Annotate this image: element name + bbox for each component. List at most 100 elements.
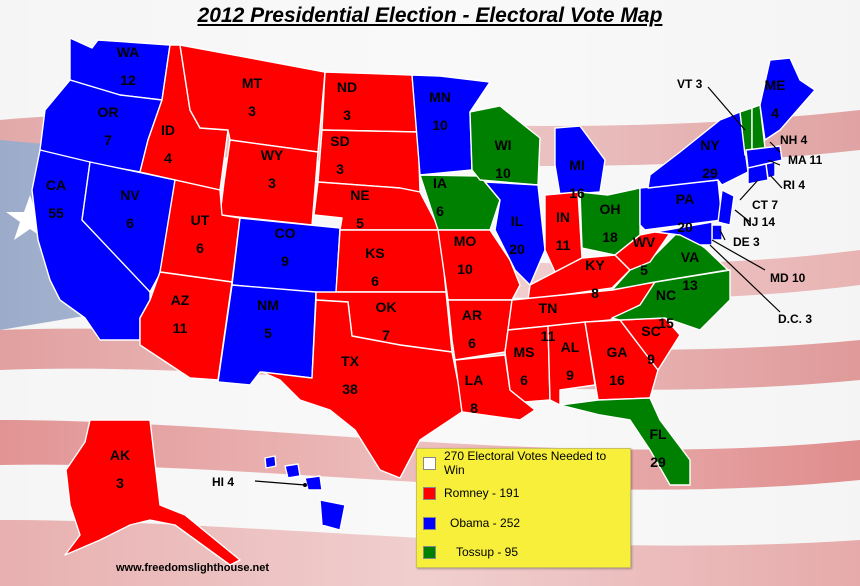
state-ne[interactable] — [313, 181, 441, 231]
label-ut-abbr: UT — [191, 212, 210, 228]
label-sd-abbr: SD — [330, 133, 349, 149]
source-url: www.freedomslighthouse.net — [116, 562, 269, 574]
label-az-abbr: AZ — [171, 292, 190, 308]
state-ak[interactable] — [64, 419, 241, 566]
label-wa-abbr: WA — [117, 44, 140, 60]
label-ok-votes: 7 — [382, 327, 390, 343]
label-id-votes: 4 — [164, 150, 172, 166]
label-ky-abbr: KY — [585, 257, 605, 273]
legend: 270 Electoral Votes Needed to Win Romney… — [416, 448, 631, 568]
label-ct: CT 7 — [752, 198, 778, 212]
state-tx[interactable] — [261, 299, 463, 479]
state-ct[interactable] — [747, 163, 769, 185]
label-ri: RI 4 — [783, 178, 805, 192]
label-nj: NJ 14 — [743, 215, 775, 229]
label-mo-votes: 10 — [457, 261, 473, 277]
label-hi: HI 4 — [212, 475, 234, 489]
label-va-abbr: VA — [681, 249, 699, 265]
legend-tossup: Tossup - 95 — [423, 544, 518, 560]
label-me-votes: 4 — [771, 105, 779, 121]
state-mi[interactable] — [554, 125, 606, 196]
label-ak-abbr: AK — [110, 447, 130, 463]
state-in[interactable] — [544, 191, 583, 273]
label-ms-abbr: MS — [514, 344, 535, 360]
label-ok-abbr: OK — [376, 299, 397, 315]
label-tx-abbr: TX — [341, 353, 360, 369]
label-mi-abbr: MI — [569, 157, 585, 173]
legend-obama-label: Obama - 252 — [450, 516, 521, 530]
label-ky-votes: 8 — [591, 285, 599, 301]
label-nc-votes: 15 — [658, 315, 674, 331]
state-ks[interactable] — [335, 229, 447, 293]
label-mt-abbr: MT — [242, 75, 263, 91]
label-pa-abbr: PA — [676, 191, 694, 207]
label-fl-votes: 29 — [650, 454, 666, 470]
state-ar[interactable] — [447, 299, 513, 361]
state-hi[interactable] — [264, 455, 346, 531]
label-pa-votes: 20 — [677, 219, 693, 235]
label-sc-votes: 9 — [647, 351, 655, 367]
label-al-abbr: AL — [561, 339, 580, 355]
label-tx-votes: 38 — [342, 381, 358, 397]
label-nm-abbr: NM — [257, 297, 279, 313]
state-il[interactable] — [484, 181, 546, 286]
label-ar-votes: 6 — [468, 335, 476, 351]
state-ga[interactable] — [584, 319, 659, 401]
state-fl[interactable] — [559, 397, 691, 486]
label-ks-votes: 6 — [371, 273, 379, 289]
state-nc[interactable] — [611, 269, 731, 331]
label-de: DE 3 — [733, 235, 760, 249]
legend-swatch-needed — [423, 456, 436, 470]
label-co-votes: 9 — [281, 253, 289, 269]
label-ia-votes: 6 — [436, 203, 444, 219]
label-tn-abbr: TN — [539, 300, 558, 316]
legend-needed: 270 Electoral Votes Needed to Win — [423, 449, 630, 477]
label-ar-abbr: AR — [462, 307, 482, 323]
legend-swatch-romney — [423, 486, 436, 500]
state-ny[interactable] — [647, 111, 749, 189]
label-wy-votes: 3 — [268, 175, 276, 191]
label-ne-abbr: NE — [350, 187, 369, 203]
label-nv-abbr: NV — [120, 187, 140, 203]
legend-swatch-obama — [423, 516, 436, 530]
label-ne-votes: 5 — [356, 215, 364, 231]
state-ri[interactable] — [765, 161, 776, 179]
label-nd-votes: 3 — [343, 107, 351, 123]
state-ia[interactable] — [419, 174, 501, 231]
label-ny-votes: 29 — [702, 165, 718, 181]
label-wi-votes: 10 — [495, 165, 511, 181]
label-mi-votes: 16 — [569, 185, 585, 201]
state-nj[interactable] — [717, 189, 735, 226]
label-in-votes: 11 — [556, 237, 571, 253]
legend-romney-label: Romney - 191 — [444, 486, 520, 500]
label-nm-votes: 5 — [264, 325, 272, 341]
label-nv-votes: 6 — [126, 215, 134, 231]
state-md[interactable] — [654, 221, 713, 246]
label-in-abbr: IN — [556, 209, 570, 225]
label-la-votes: 8 — [470, 400, 478, 416]
state-ma[interactable] — [745, 145, 783, 169]
label-la-abbr: LA — [465, 372, 484, 388]
label-nc-abbr: NC — [656, 287, 676, 303]
label-il-abbr: IL — [511, 213, 524, 229]
label-oh-votes: 18 — [602, 229, 618, 245]
legend-tossup-label: Tossup - 95 — [456, 545, 519, 559]
label-ut-votes: 6 — [196, 240, 204, 256]
legend-needed-label: 270 Electoral Votes Needed to Win — [444, 449, 607, 477]
page-title: 2012 Presidential Election - Electoral V… — [197, 4, 663, 27]
label-ms-votes: 6 — [520, 372, 528, 388]
label-sc-abbr: SC — [641, 323, 660, 339]
label-nd-abbr: ND — [337, 79, 357, 95]
label-az-votes: 11 — [173, 320, 188, 336]
legend-swatch-tossup — [423, 545, 436, 559]
label-mn-votes: 10 — [432, 117, 448, 133]
label-wi-abbr: WI — [494, 137, 511, 153]
label-ny-abbr: NY — [700, 137, 720, 153]
label-or-abbr: OR — [98, 104, 119, 120]
label-vt: VT 3 — [677, 77, 703, 91]
state-me[interactable] — [759, 57, 816, 141]
label-wa-votes: 12 — [120, 72, 136, 88]
state-de[interactable] — [711, 224, 723, 241]
label-oh-abbr: OH — [600, 201, 621, 217]
label-id-abbr: ID — [161, 122, 175, 138]
